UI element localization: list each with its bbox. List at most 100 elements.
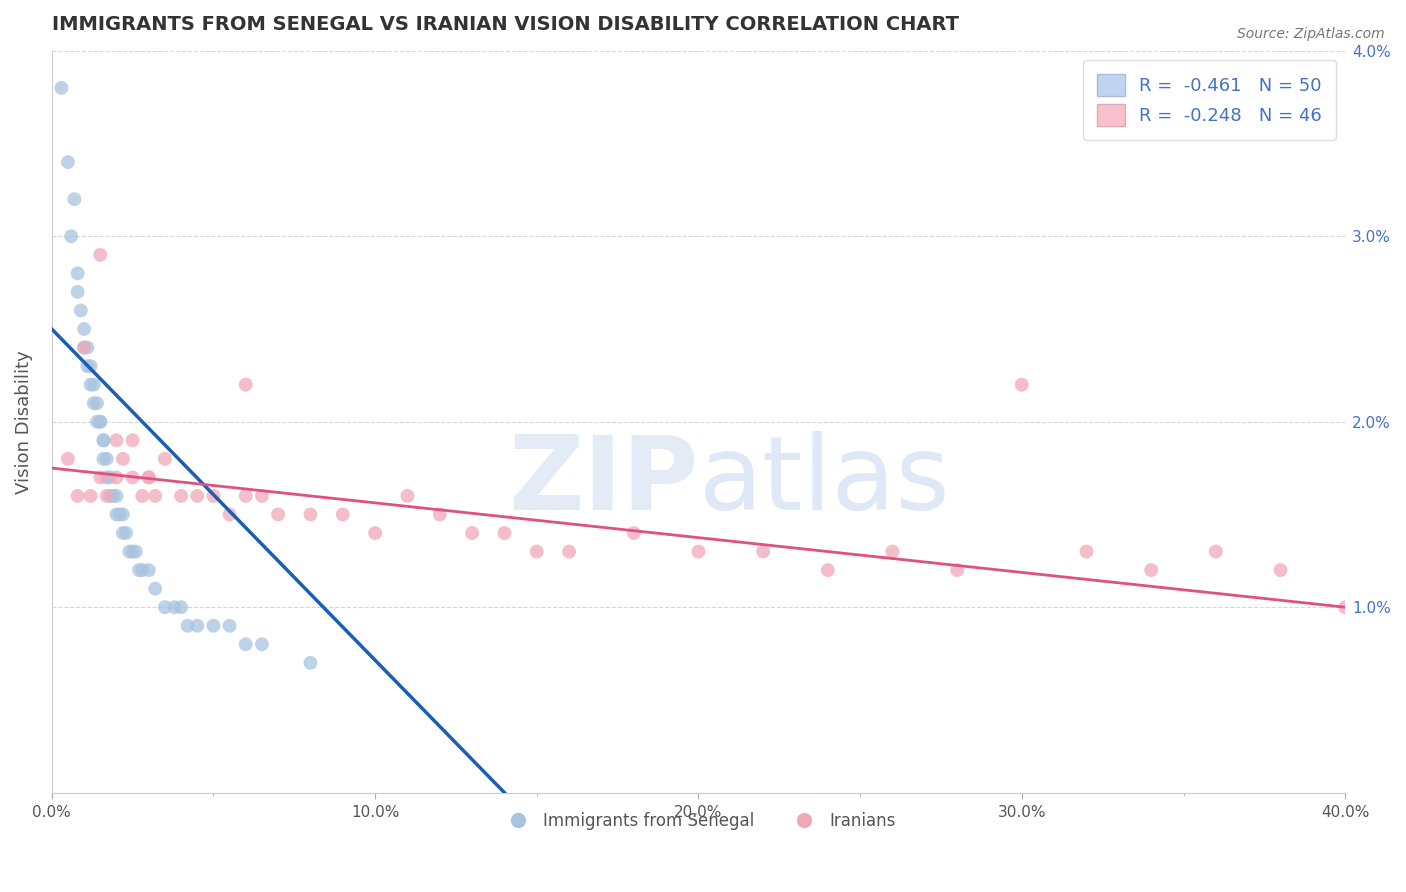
Point <box>526 544 548 558</box>
Point <box>176 619 198 633</box>
Point <box>93 451 115 466</box>
Point <box>79 489 101 503</box>
Point <box>125 544 148 558</box>
Point <box>170 489 193 503</box>
Point <box>73 341 96 355</box>
Point <box>218 508 240 522</box>
Point <box>66 489 89 503</box>
Point <box>96 451 118 466</box>
Point <box>396 489 419 503</box>
Point <box>86 415 108 429</box>
Text: Source: ZipAtlas.com: Source: ZipAtlas.com <box>1237 27 1385 41</box>
Point <box>752 544 775 558</box>
Point <box>111 451 134 466</box>
Point <box>118 544 141 558</box>
Point <box>128 563 150 577</box>
Point <box>108 508 131 522</box>
Point <box>143 582 166 596</box>
Point <box>76 359 98 373</box>
Point <box>66 266 89 280</box>
Point <box>235 489 257 503</box>
Point <box>202 489 225 503</box>
Point <box>882 544 904 558</box>
Point <box>121 470 143 484</box>
Point <box>558 544 581 558</box>
Point <box>89 415 111 429</box>
Point <box>86 396 108 410</box>
Point <box>267 508 290 522</box>
Point <box>131 563 153 577</box>
Point <box>79 359 101 373</box>
Point <box>105 470 128 484</box>
Point <box>186 619 208 633</box>
Point <box>83 377 105 392</box>
Point <box>250 637 273 651</box>
Point <box>218 619 240 633</box>
Point <box>76 341 98 355</box>
Text: ZIP: ZIP <box>508 431 699 532</box>
Point <box>89 415 111 429</box>
Point <box>429 508 451 522</box>
Point <box>138 470 160 484</box>
Point <box>89 470 111 484</box>
Point <box>98 489 121 503</box>
Point <box>202 619 225 633</box>
Point <box>1140 563 1163 577</box>
Point <box>299 656 322 670</box>
Point <box>250 489 273 503</box>
Point <box>115 526 138 541</box>
Point <box>66 285 89 299</box>
Point <box>73 341 96 355</box>
Point <box>56 451 79 466</box>
Point <box>105 489 128 503</box>
Point <box>946 563 969 577</box>
Point <box>63 192 86 206</box>
Point <box>170 600 193 615</box>
Point <box>299 508 322 522</box>
Legend: Immigrants from Senegal, Iranians: Immigrants from Senegal, Iranians <box>495 805 903 836</box>
Point <box>143 489 166 503</box>
Y-axis label: Vision Disability: Vision Disability <box>15 350 32 493</box>
Point <box>688 544 710 558</box>
Point <box>105 508 128 522</box>
Point <box>121 544 143 558</box>
Point <box>111 526 134 541</box>
Point <box>138 470 160 484</box>
Point <box>235 637 257 651</box>
Point <box>461 526 484 541</box>
Point <box>73 322 96 336</box>
Point <box>817 563 839 577</box>
Point <box>1270 563 1292 577</box>
Point <box>153 451 176 466</box>
Point <box>1205 544 1227 558</box>
Point <box>131 489 153 503</box>
Point <box>364 526 387 541</box>
Point <box>332 508 354 522</box>
Point <box>56 155 79 169</box>
Point <box>111 508 134 522</box>
Point <box>96 489 118 503</box>
Point <box>93 434 115 448</box>
Point <box>153 600 176 615</box>
Point <box>96 470 118 484</box>
Point <box>70 303 93 318</box>
Point <box>494 526 516 541</box>
Point <box>623 526 645 541</box>
Point <box>1334 600 1357 615</box>
Point <box>89 248 111 262</box>
Point <box>235 377 257 392</box>
Point <box>51 81 73 95</box>
Point <box>103 489 125 503</box>
Point <box>163 600 186 615</box>
Point <box>186 489 208 503</box>
Point <box>98 470 121 484</box>
Point <box>138 563 160 577</box>
Point <box>121 434 143 448</box>
Point <box>105 434 128 448</box>
Text: IMMIGRANTS FROM SENEGAL VS IRANIAN VISION DISABILITY CORRELATION CHART: IMMIGRANTS FROM SENEGAL VS IRANIAN VISIO… <box>52 15 959 34</box>
Point <box>93 434 115 448</box>
Point <box>60 229 83 244</box>
Point <box>83 396 105 410</box>
Point <box>1076 544 1098 558</box>
Point <box>1011 377 1033 392</box>
